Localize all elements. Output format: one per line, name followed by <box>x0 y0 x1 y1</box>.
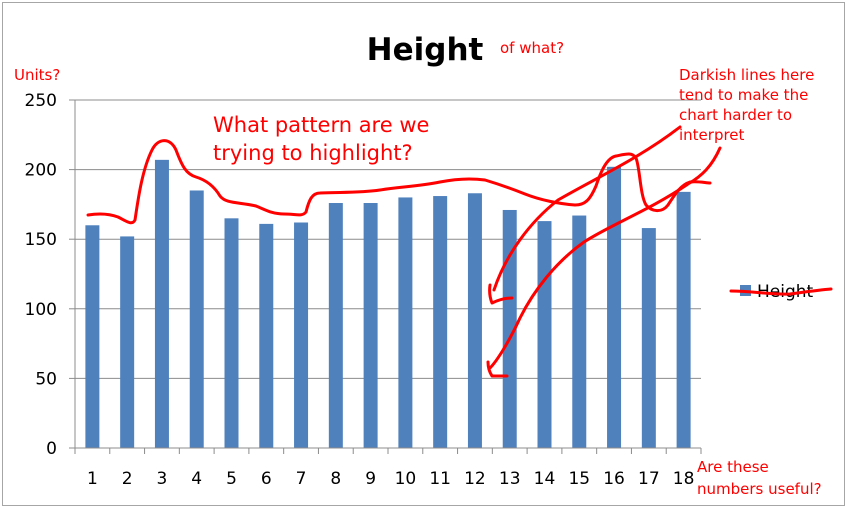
x-tick-label: 8 <box>330 469 341 489</box>
bar-9 <box>363 203 378 448</box>
y-tick-labels: 0 50 100 150 200 250 <box>25 91 57 459</box>
bar-10 <box>398 197 413 448</box>
axes <box>69 99 702 454</box>
annotation-pattern-line2: trying to highlight? <box>213 141 413 165</box>
bar-8 <box>328 203 343 448</box>
bar-14 <box>537 221 552 448</box>
bar-15 <box>572 215 587 448</box>
annotations: of what? Units? What pattern are we tryi… <box>14 39 833 498</box>
annotation-arrow-stroke-2 <box>486 146 722 378</box>
annotation-units: Units? <box>14 66 60 84</box>
x-tick-label: 14 <box>534 469 556 489</box>
annotation-darkish-line1: Darkish lines here <box>679 66 814 84</box>
x-tick-label: 4 <box>191 469 202 489</box>
annotation-of-what: of what? <box>500 39 564 57</box>
annotation-contour-stroke <box>86 139 712 225</box>
y-tick-label: 100 <box>25 300 57 320</box>
legend-label: Height <box>757 282 814 302</box>
x-tick-label: 2 <box>122 469 133 489</box>
gridlines <box>75 99 701 379</box>
x-tick-label: 16 <box>603 469 625 489</box>
bar-series <box>85 159 691 449</box>
x-tick-label: 9 <box>365 469 376 489</box>
annotation-arrow-stroke-1 <box>488 125 682 305</box>
annotation-darkish-line4: interpret <box>679 126 745 144</box>
x-tick-label: 11 <box>429 469 451 489</box>
bar-2 <box>120 236 135 448</box>
x-tick-label: 5 <box>226 469 237 489</box>
bar-1 <box>85 225 100 448</box>
x-tick-label: 6 <box>261 469 272 489</box>
bar-7 <box>294 222 309 448</box>
x-tick-label: 18 <box>673 469 695 489</box>
x-tick-labels: 1 2 3 4 5 6 7 8 9 10 11 12 13 14 15 16 17 18 <box>87 469 694 489</box>
bar-18 <box>676 191 691 448</box>
bar-13 <box>502 209 517 448</box>
x-tick-label: 13 <box>499 469 521 489</box>
bar-4 <box>189 190 204 449</box>
y-tick-label: 0 <box>46 439 57 459</box>
bar-11 <box>433 196 448 448</box>
annotation-darkish-line2: tend to make the <box>679 86 808 104</box>
x-tick-label: 3 <box>157 469 168 489</box>
x-tick-label: 10 <box>395 469 417 489</box>
chart-title: Height <box>367 32 484 68</box>
x-tick-label: 15 <box>568 469 590 489</box>
bar-16 <box>607 166 622 449</box>
x-tick-label: 17 <box>638 469 660 489</box>
x-tick-label: 12 <box>464 469 486 489</box>
bar-17 <box>641 228 656 448</box>
y-tick-label: 50 <box>35 369 57 389</box>
x-tick-label: 7 <box>296 469 307 489</box>
annotation-numbers-line1: Are these <box>697 458 769 476</box>
y-tick-label: 150 <box>25 230 57 250</box>
bar-12 <box>467 193 482 448</box>
y-tick-label: 250 <box>25 91 57 111</box>
annotation-darkish-line3: chart harder to <box>679 106 792 124</box>
annotation-numbers-line2: numbers useful? <box>697 480 822 498</box>
annotation-pattern-line1: What pattern are we <box>213 113 429 137</box>
x-tick-label: 1 <box>87 469 98 489</box>
bar-5 <box>224 218 239 448</box>
annotation-legend-strike <box>729 287 833 296</box>
bar-6 <box>259 223 274 448</box>
bar-3 <box>154 159 169 448</box>
y-tick-label: 200 <box>25 161 57 181</box>
